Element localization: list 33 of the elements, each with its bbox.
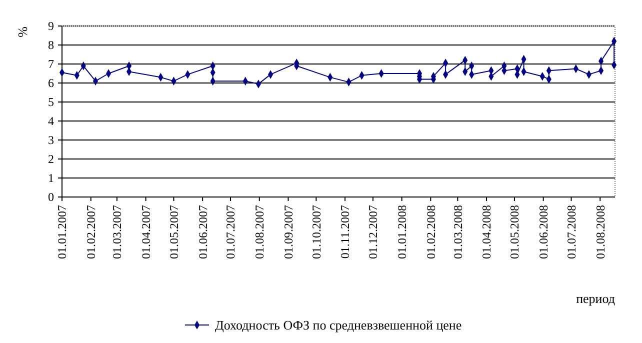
x-axis-title: период (576, 291, 616, 306)
x-tick-label: 01.10.2007 (309, 205, 324, 259)
y-tick-label: 5 (48, 95, 54, 110)
y-tick-label: 7 (48, 57, 54, 72)
y-tick-label: 4 (48, 114, 54, 128)
x-tick-label: 01.07.2007 (224, 205, 238, 259)
x-tick-label: 01.05.2008 (508, 205, 522, 259)
x-tick-label: 01.03.2008 (450, 205, 465, 259)
y-tick-label: 9 (48, 19, 54, 34)
y-tick-label: 1 (48, 171, 54, 186)
y-tick-label: 3 (48, 133, 54, 148)
x-tick-label: 01.07.2008 (564, 205, 578, 259)
y-tick-label: 6 (48, 76, 54, 90)
x-tick-label: 01.08.2008 (593, 205, 608, 259)
y-tick-label: 2 (48, 152, 54, 166)
y-tick-label: 8 (48, 38, 54, 52)
x-tick-label: 01.02.2008 (424, 205, 438, 259)
x-tick-label: 01.01.2008 (395, 205, 410, 259)
x-tick-label: 01.06.2007 (196, 205, 210, 259)
legend-label: Доходность ОФЗ по средневзвешенной цене (215, 318, 462, 333)
x-tick-label: 01.06.2008 (536, 205, 551, 259)
x-tick-label: 01.04.2008 (480, 205, 494, 259)
x-tick-label: 01.02.2007 (84, 205, 98, 259)
x-tick-label: 01.11.2007 (338, 205, 352, 259)
x-tick-label: 01.09.2007 (281, 205, 296, 259)
y-axis-title: % (15, 26, 30, 38)
x-tick-label: 01.01.2007 (55, 205, 70, 259)
x-tick-label: 01.04.2007 (138, 205, 153, 259)
x-tick-label: 01.12.2007 (366, 205, 380, 259)
x-tick-label: 01.08.2007 (252, 205, 267, 259)
y-tick-label: 0 (48, 190, 54, 204)
x-tick-label: 01.03.2007 (110, 205, 124, 259)
x-tick-label: 01.05.2007 (166, 205, 181, 259)
